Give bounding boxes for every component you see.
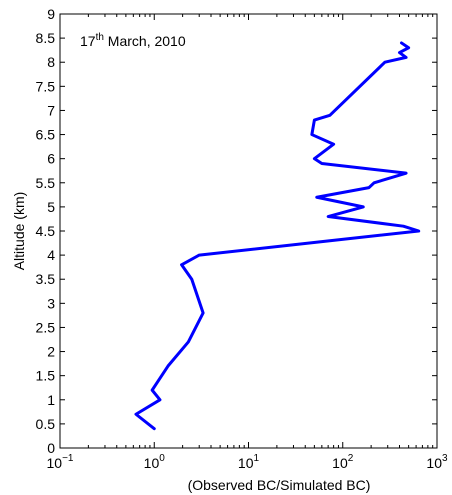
y-tick-label: 0.5 [36,416,56,432]
y-tick-label: 1 [47,392,55,408]
x-tick-exponent: 0 [159,453,165,464]
x-tick-exponent: 2 [348,453,354,464]
annotation-superscript: th [96,32,104,43]
x-tick-label: 101 [238,453,260,471]
y-tick-label: 8.5 [36,30,56,46]
y-axis-label: Altitude (km) [11,192,27,271]
x-tick-label: 100 [144,453,166,471]
y-tick-label: 5.5 [36,175,56,191]
y-tick-label: 3 [47,295,55,311]
ticks-layer: 00.511.522.533.544.555.566.577.588.5910−… [36,6,448,471]
y-tick-label: 3.5 [36,271,56,287]
series-layer [134,41,421,431]
y-tick-label: 4.5 [36,223,56,239]
annotation-day: 17 [80,33,96,49]
x-tick-label: 103 [426,453,448,471]
x-tick-base: 10 [47,455,63,471]
y-tick-label: 6.5 [36,127,56,143]
y-tick-label: 1.5 [36,368,56,384]
x-tick-label: 102 [332,453,354,471]
y-tick-label: 0 [47,440,55,456]
x-tick-exponent: 3 [442,453,448,464]
plot-frame [59,13,438,449]
y-tick-label: 9 [47,6,55,22]
annotation-date: March, 2010 [104,33,186,49]
x-tick-exponent: −1 [62,453,74,464]
y-tick-label: 8 [47,54,55,70]
x-tick-base: 10 [144,455,160,471]
y-tick-label: 4 [47,247,55,263]
plot-area [60,14,437,448]
x-tick-base: 10 [426,455,442,471]
x-tick-exponent: 1 [254,453,260,464]
y-tick-label: 2 [47,344,55,360]
y-tick-label: 7.5 [36,78,56,94]
x-tick-base: 10 [332,455,348,471]
y-tick-label: 7 [47,102,55,118]
y-tick-label: 6 [47,151,55,167]
x-tick-base: 10 [238,455,254,471]
y-tick-label: 5 [47,199,55,215]
x-tick-label: 10−1 [47,453,74,471]
chart-annotation: 17th March, 2010 [80,32,186,49]
x-axis-label: (Observed BC/Simulated BC) [188,477,371,493]
series-line [134,41,421,431]
y-tick-label: 2.5 [36,319,56,335]
